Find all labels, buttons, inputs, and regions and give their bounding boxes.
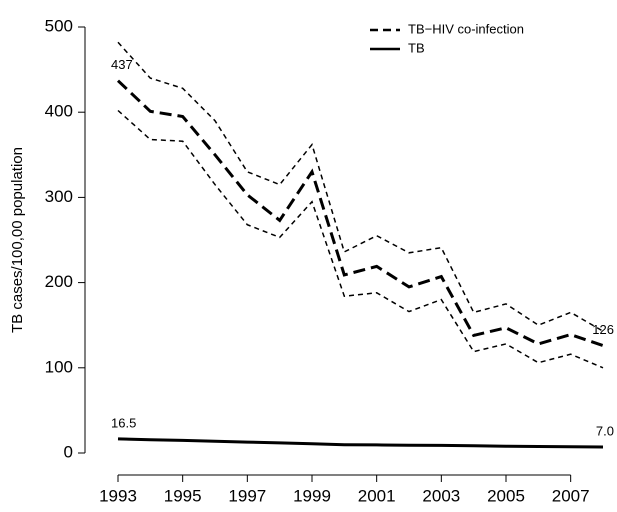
series-line xyxy=(117,437,604,449)
y-tick-label: 400 xyxy=(45,102,73,121)
x-tick-label: 2003 xyxy=(422,486,460,505)
x-tick-label: 1999 xyxy=(293,486,331,505)
y-tick-label: 200 xyxy=(45,272,73,291)
y-tick-label: 500 xyxy=(45,16,73,35)
legend-label: TB−HIV co-infection xyxy=(408,21,524,36)
data-label: 437 xyxy=(111,57,133,72)
lower-bound-line xyxy=(117,109,604,369)
series-line xyxy=(116,79,604,348)
upper-bound-line xyxy=(117,41,604,332)
x-tick-label: 1997 xyxy=(228,486,266,505)
y-tick-label: 0 xyxy=(64,442,73,461)
x-tick-label: 2005 xyxy=(487,486,525,505)
data-label: 16.5 xyxy=(111,415,136,430)
data-label: 7.0 xyxy=(596,423,614,438)
data-label: 126 xyxy=(592,322,614,337)
x-tick-label: 2001 xyxy=(358,486,396,505)
y-tick-label: 100 xyxy=(45,357,73,376)
x-tick-label: 1995 xyxy=(164,486,202,505)
x-tick-label: 2007 xyxy=(552,486,590,505)
x-tick-label: 1993 xyxy=(99,486,137,505)
y-tick-label: 300 xyxy=(45,187,73,206)
legend-label: TB xyxy=(408,40,425,55)
y-axis-label: TB cases/100,00 population xyxy=(9,147,26,333)
